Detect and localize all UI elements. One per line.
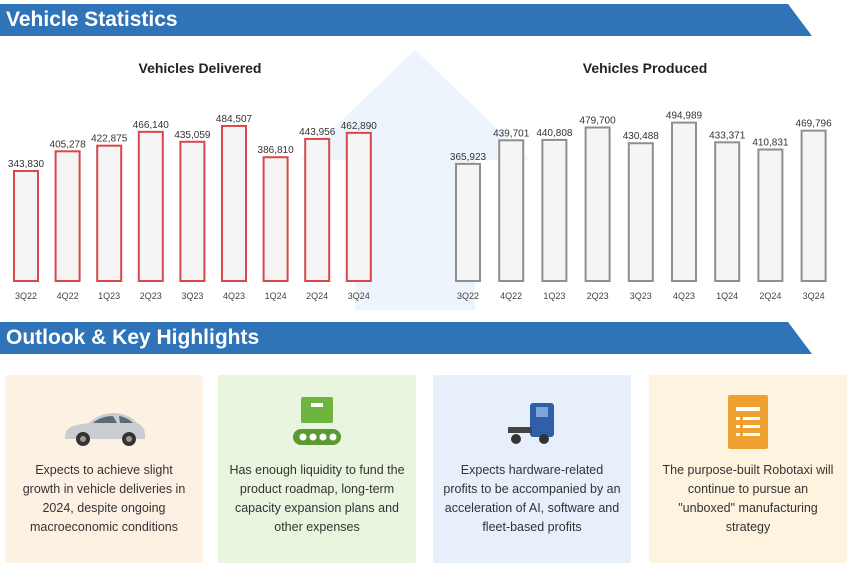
tick-label-4q22: 4Q22 bbox=[500, 291, 522, 301]
bar-2q23 bbox=[584, 126, 611, 282]
vehicles-delivered-plot: 343,830 3Q22 405,278 4Q22 422,875 1Q23 466,140… bbox=[8, 114, 378, 301]
highlight-card-hardware-profits: Expects hardware-related profits to be a… bbox=[433, 375, 631, 563]
vehicles-produced-plot: 365,923 3Q22 439,701 4Q22 440,808 1Q23 479,700… bbox=[450, 111, 833, 301]
value-label-1q24: 433,371 bbox=[709, 130, 746, 141]
bar-2q23 bbox=[137, 130, 164, 282]
bar-1q24 bbox=[262, 156, 289, 282]
value-label-2q24: 443,956 bbox=[299, 127, 336, 138]
tick-label-3q22: 3Q22 bbox=[15, 291, 37, 301]
value-label-1q23: 440,808 bbox=[536, 128, 573, 139]
value-label-1q23: 422,875 bbox=[91, 134, 128, 145]
vehicles-delivered-chart: Vehicles Delivered 343,830 3Q22 405,278 4Q2… bbox=[0, 60, 400, 310]
tick-label-1q23: 1Q23 bbox=[543, 291, 565, 301]
value-label-4q23: 484,507 bbox=[216, 114, 253, 125]
semi-truck-icon bbox=[508, 403, 554, 444]
bar-3q22 bbox=[13, 169, 39, 282]
bar-3q22 bbox=[455, 162, 481, 282]
tick-label-4q22: 4Q22 bbox=[57, 291, 79, 301]
bar-4q22 bbox=[498, 139, 525, 282]
value-label-4q22: 439,701 bbox=[493, 128, 530, 139]
highlight-card-liquidity-text: Has enough liquidity to fund the product… bbox=[229, 463, 405, 534]
value-label-2q24: 410,831 bbox=[752, 138, 789, 149]
vehicles-delivered-title: Vehicles Delivered bbox=[138, 60, 262, 76]
outlook-key-highlights-banner: Outlook & Key Highlights bbox=[0, 322, 812, 354]
tick-label-1q23: 1Q23 bbox=[98, 291, 120, 301]
value-label-4q23: 494,989 bbox=[666, 111, 703, 122]
car-icon bbox=[65, 413, 145, 446]
bar-3q24 bbox=[345, 131, 372, 282]
tick-label-1q24: 1Q24 bbox=[716, 291, 738, 301]
bar-2q24 bbox=[757, 148, 784, 283]
tick-label-2q23: 2Q23 bbox=[587, 291, 609, 301]
bar-3q23 bbox=[179, 140, 206, 283]
conveyor-belt-icon bbox=[293, 397, 341, 445]
vehicles-produced-title: Vehicles Produced bbox=[582, 60, 708, 76]
tick-label-1q24: 1Q24 bbox=[265, 291, 287, 301]
tick-label-3q24: 3Q24 bbox=[348, 291, 370, 301]
bar-2q24 bbox=[304, 137, 331, 282]
value-label-2q23: 466,140 bbox=[133, 120, 170, 131]
vehicles-produced-chart: Vehicles Produced 365,923 3Q22 439,701 4Q22… bbox=[440, 60, 850, 310]
value-label-4q22: 405,278 bbox=[50, 139, 87, 150]
value-label-3q22: 365,923 bbox=[450, 152, 487, 163]
value-label-3q24: 462,890 bbox=[341, 121, 378, 132]
tick-label-3q23: 3Q23 bbox=[181, 291, 203, 301]
highlight-card-robotaxi-text: The purpose-built Robotaxi will continue… bbox=[662, 463, 834, 534]
highlight-card-deliveries-text: Expects to achieve slight growth in vehi… bbox=[22, 463, 186, 534]
bar-1q23 bbox=[541, 138, 568, 282]
value-label-3q23: 435,059 bbox=[174, 130, 211, 141]
tick-label-3q23: 3Q23 bbox=[630, 291, 652, 301]
tick-label-2q24: 2Q24 bbox=[306, 291, 328, 301]
tick-label-4q23: 4Q23 bbox=[223, 291, 245, 301]
highlight-card-liquidity: Has enough liquidity to fund the product… bbox=[218, 375, 416, 563]
bar-4q23 bbox=[671, 121, 697, 283]
tick-label-3q24: 3Q24 bbox=[803, 291, 825, 301]
value-label-3q24: 469,796 bbox=[796, 119, 833, 130]
bar-3q23 bbox=[627, 142, 654, 283]
tick-label-3q22: 3Q22 bbox=[457, 291, 479, 301]
bar-1q24 bbox=[714, 141, 741, 283]
highlight-card-deliveries: Expects to achieve slight growth in vehi… bbox=[5, 375, 203, 563]
bar-1q23 bbox=[96, 144, 123, 283]
document-icon bbox=[728, 395, 768, 449]
bar-4q23 bbox=[221, 124, 247, 282]
value-label-3q22: 343,830 bbox=[8, 159, 45, 170]
tick-label-4q23: 4Q23 bbox=[673, 291, 695, 301]
tick-label-2q23: 2Q23 bbox=[140, 291, 162, 301]
tick-label-2q24: 2Q24 bbox=[759, 291, 781, 301]
value-label-1q24: 386,810 bbox=[258, 145, 295, 156]
bar-4q22 bbox=[54, 150, 81, 283]
highlight-card-robotaxi: The purpose-built Robotaxi will continue… bbox=[649, 375, 847, 563]
bar-3q24 bbox=[800, 129, 827, 282]
vehicle-statistics-banner: Vehicle Statistics bbox=[0, 4, 812, 36]
highlight-card-hardware-profits-text: Expects hardware-related profits to be a… bbox=[443, 463, 621, 534]
value-label-2q23: 479,700 bbox=[580, 115, 617, 126]
value-label-3q23: 430,488 bbox=[623, 131, 660, 142]
